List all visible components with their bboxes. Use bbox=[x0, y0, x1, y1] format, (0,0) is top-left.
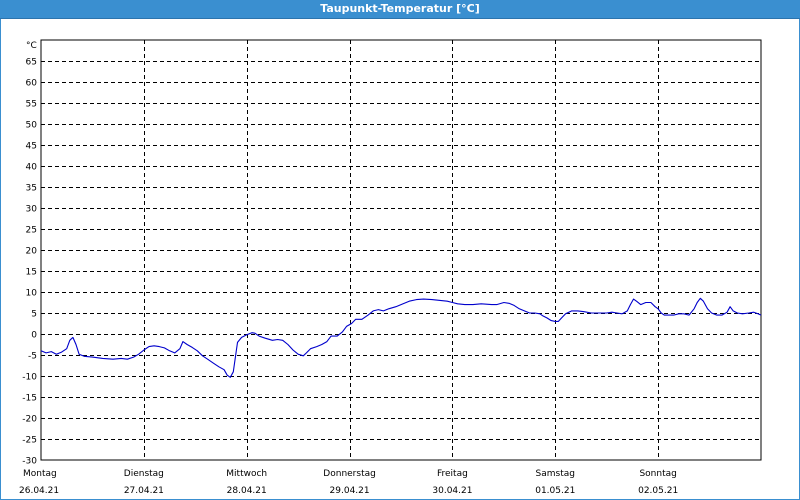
y-tick-label: 30 bbox=[26, 205, 38, 215]
x-tick-date-label: 28.04.21 bbox=[227, 486, 267, 496]
y-tick-label: -15 bbox=[22, 394, 37, 404]
y-tick-label: 35 bbox=[26, 184, 37, 194]
y-tick-label: 25 bbox=[26, 226, 37, 236]
x-tick-day-label: Donnerstag bbox=[323, 469, 376, 479]
series-layer bbox=[40, 297, 762, 378]
x-tick-date-label: 26.04.21 bbox=[19, 486, 59, 496]
y-tick-label: 60 bbox=[26, 79, 38, 89]
y-tick-label: 40 bbox=[26, 163, 38, 173]
x-tick-date-label: 01.05.21 bbox=[535, 486, 575, 496]
x-tick-day-label: Samstag bbox=[536, 469, 575, 479]
y-tick-label: -10 bbox=[22, 373, 37, 383]
x-tick-day-label: Mittwoch bbox=[226, 469, 267, 479]
x-tick-date-label: 30.04.21 bbox=[432, 486, 472, 496]
x-tick-day-label: Dienstag bbox=[124, 469, 164, 479]
y-unit-label: °C bbox=[26, 41, 37, 51]
y-tick-label: 5 bbox=[31, 310, 37, 320]
x-tick-date-label: 02.05.21 bbox=[638, 486, 678, 496]
y-tick-label: 45 bbox=[26, 142, 37, 152]
y-tick-label: -25 bbox=[22, 436, 37, 446]
x-tick-day-label: Montag bbox=[23, 469, 57, 479]
x-tick-day-label: Freitag bbox=[437, 469, 468, 479]
chart-grid bbox=[40, 39, 762, 461]
y-axis: 65605550454035302520151050-5-10-15-20-25… bbox=[22, 58, 37, 467]
x-tick-day-label: Sonntag bbox=[639, 469, 676, 479]
y-tick-label: 15 bbox=[26, 268, 37, 278]
y-tick-label: -30 bbox=[22, 457, 37, 467]
x-tick-date-label: 29.04.21 bbox=[330, 486, 370, 496]
series-line-dewpoint bbox=[40, 297, 762, 378]
y-tick-label: -20 bbox=[22, 415, 37, 425]
y-tick-label: 55 bbox=[26, 100, 37, 110]
y-tick-label: 65 bbox=[26, 58, 37, 68]
y-tick-label: 0 bbox=[31, 331, 37, 341]
x-tick-date-label: 27.04.21 bbox=[124, 486, 164, 496]
y-tick-label: -5 bbox=[28, 352, 37, 362]
x-axis: Montag 26.04.21 Dienstag 27.04.21 Mittwoch 28… bbox=[19, 469, 678, 496]
y-tick-label: 50 bbox=[26, 121, 38, 131]
window-title: Taupunkt-Temperatur [°C] bbox=[320, 2, 480, 15]
y-tick-label: 10 bbox=[26, 289, 38, 299]
window-titlebar: Taupunkt-Temperatur [°C] bbox=[0, 0, 800, 19]
y-tick-label: 20 bbox=[26, 247, 38, 257]
